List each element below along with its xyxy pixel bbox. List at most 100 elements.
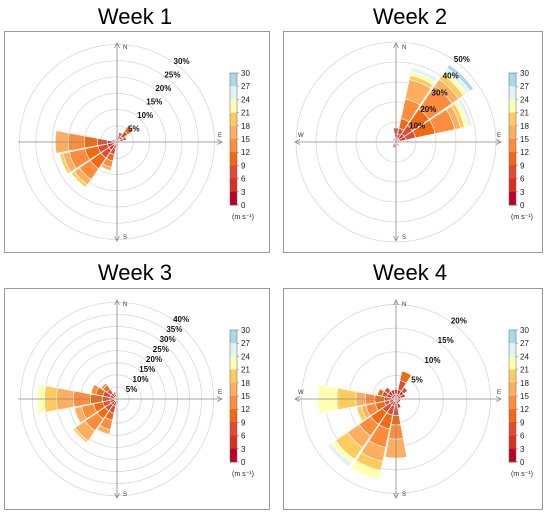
colorbar-unit: (m s⁻¹) xyxy=(511,214,533,221)
arrow-e xyxy=(495,396,502,402)
colorbar-tick-label: 18 xyxy=(241,379,250,388)
arrow-s xyxy=(393,235,399,242)
colorbar-segment xyxy=(509,448,516,463)
ring-label: 40% xyxy=(443,72,459,81)
wind-rose-week-2: NW ES10%20%30%40%50%302724211815129630(m … xyxy=(283,31,543,253)
colorbar-tick-label: 3 xyxy=(520,188,525,197)
wind-rose-week-1: NES5%10%15%20%25%30%302724211815129630(m… xyxy=(4,31,270,253)
petal-band xyxy=(96,424,111,435)
colorbar-tick-label: 0 xyxy=(241,201,246,210)
colorbar-segment xyxy=(509,343,516,357)
colorbar-segment xyxy=(230,409,237,423)
colorbar-tick-label: 21 xyxy=(241,109,250,118)
ring-label: 15% xyxy=(139,365,155,374)
petal-band xyxy=(356,406,367,422)
colorbar-tick-label: 21 xyxy=(520,366,529,375)
ring-label: 10% xyxy=(137,111,153,120)
ring-label: 5% xyxy=(126,385,138,394)
panel-title: Week 1 xyxy=(97,4,173,29)
ring-label: 10% xyxy=(133,375,149,384)
arrow-w xyxy=(294,396,301,402)
colorbar-tick-label: 15 xyxy=(241,392,250,401)
compass-label: N xyxy=(402,45,406,51)
colorbar-segment xyxy=(509,356,516,370)
colorbar-tick-label: 18 xyxy=(241,122,250,131)
colorbar-tick-label: 18 xyxy=(520,379,529,388)
compass-label: S xyxy=(123,492,127,498)
colorbar-tick-label: 24 xyxy=(241,95,250,104)
colorbar-segment xyxy=(509,73,516,87)
colorbar-segment xyxy=(509,112,516,127)
ring-label: 30% xyxy=(160,335,176,344)
ring-label: 30% xyxy=(432,88,448,97)
colorbar-segment xyxy=(230,125,237,140)
compass-label: S xyxy=(402,235,406,241)
colorbar-tick-label: 30 xyxy=(520,69,529,78)
colorbar-segment xyxy=(230,73,237,87)
colorbar-unit: (m s⁻¹) xyxy=(232,471,254,478)
colorbar-segment xyxy=(509,422,516,436)
colorbar-segment xyxy=(230,112,237,127)
colorbar-segment xyxy=(509,152,516,166)
colorbar-segment xyxy=(230,435,237,450)
petal-band xyxy=(71,171,88,188)
colorbar-segment xyxy=(509,409,516,423)
panel-title: Week 4 xyxy=(372,260,448,285)
colorbar-segment xyxy=(230,343,237,357)
petal-band xyxy=(123,125,134,136)
ring-label: 20% xyxy=(146,355,162,364)
colorbar-segment xyxy=(509,435,516,450)
ring-label: 20% xyxy=(451,317,467,326)
ring-label: 20% xyxy=(155,84,171,93)
colorbar-segment xyxy=(509,396,516,410)
colorbar-segment xyxy=(230,178,237,193)
petal-band xyxy=(457,99,473,127)
colorbar-tick-label: 27 xyxy=(520,82,529,91)
colorbar-tick-label: 0 xyxy=(520,458,525,467)
colorbar-tick-label: 24 xyxy=(520,352,529,361)
colorbar-segment xyxy=(230,448,237,463)
colorbar-tick-label: 24 xyxy=(241,352,250,361)
colorbar-tick-label: 9 xyxy=(520,161,525,170)
colorbar-tick-label: 12 xyxy=(241,148,250,157)
ring-label: 30% xyxy=(174,57,190,66)
colorbar-tick-label: 6 xyxy=(241,432,246,441)
colorbar-tick-label: 6 xyxy=(241,175,246,184)
colorbar-segment xyxy=(230,191,237,206)
colorbar-tick-label: 6 xyxy=(520,432,525,441)
compass-label: W xyxy=(298,133,304,139)
ring-label: 5% xyxy=(411,375,423,384)
ring-label: 10% xyxy=(424,356,440,365)
ring-label: 10% xyxy=(409,121,425,130)
colorbar-segment xyxy=(509,86,516,100)
petal-band xyxy=(399,393,406,399)
colorbar-tick-label: 0 xyxy=(241,458,246,467)
rose-group: N E S 5%10%15%20%25%30%35%40% xyxy=(18,299,223,499)
compass-label: N xyxy=(123,45,127,51)
ring-label: 50% xyxy=(454,55,470,64)
colorbar-tick-label: 27 xyxy=(241,82,250,91)
panel-title: Week 2 xyxy=(372,4,448,29)
colorbar-tick-label: 9 xyxy=(520,418,525,427)
colorbar-tick-label: 9 xyxy=(241,418,246,427)
petal-band xyxy=(327,442,353,468)
colorbar-tick-label: 30 xyxy=(241,69,250,78)
arrow-n xyxy=(393,42,399,49)
petal-band xyxy=(377,388,385,397)
colorbar-tick-label: 3 xyxy=(241,445,246,454)
colorbar-segment xyxy=(230,356,237,370)
rose-group: N W E S 10% 20% 30% 40% 50% xyxy=(294,41,502,243)
colorbar-tick-label: 12 xyxy=(520,148,529,157)
petal-band xyxy=(74,406,87,424)
ring-label: 15% xyxy=(146,98,162,107)
compass-label: S xyxy=(123,235,127,241)
petal-band xyxy=(350,460,382,481)
colorbar-segment xyxy=(230,152,237,166)
petal-band xyxy=(410,67,438,83)
colorbar-tick-label: 0 xyxy=(520,201,525,210)
compass-label: E xyxy=(497,133,501,139)
colorbar-segment xyxy=(509,178,516,193)
colorbar-segment xyxy=(230,330,237,344)
colorbar-segment xyxy=(509,99,516,113)
colorbar-segment xyxy=(230,139,237,153)
